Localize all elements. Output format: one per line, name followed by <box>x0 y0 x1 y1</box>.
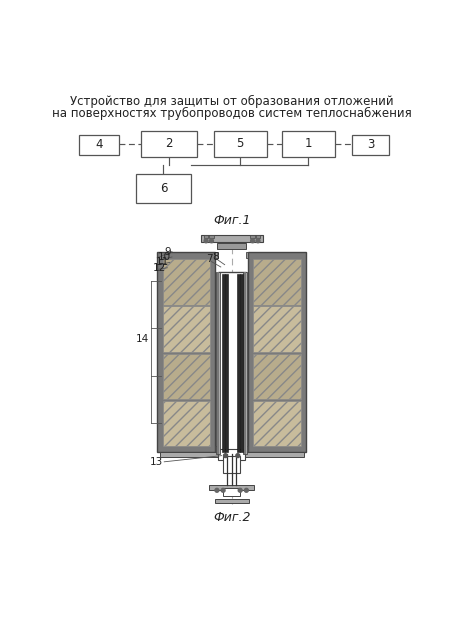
Circle shape <box>244 488 248 492</box>
Bar <box>223 488 239 495</box>
Text: Фиг.1: Фиг.1 <box>212 214 250 227</box>
Text: Устройство для защиты от образования отложений: Устройство для защиты от образования отл… <box>70 95 392 108</box>
Text: на поверхностях трубопроводов систем теплоснабжения: на поверхностях трубопроводов систем теп… <box>52 106 410 120</box>
Text: 4: 4 <box>95 138 103 151</box>
Text: 1: 1 <box>304 138 312 150</box>
Text: 5: 5 <box>236 138 244 150</box>
Text: 3: 3 <box>366 138 373 151</box>
Circle shape <box>250 239 254 243</box>
Bar <box>217 271 245 454</box>
Bar <box>79 134 119 155</box>
Bar <box>222 274 225 452</box>
Bar <box>162 259 209 305</box>
Text: Фиг.2: Фиг.2 <box>212 511 250 524</box>
Circle shape <box>209 239 213 243</box>
Circle shape <box>256 239 259 243</box>
Bar <box>239 274 242 452</box>
Bar <box>216 243 246 249</box>
Bar <box>245 447 248 452</box>
Bar <box>203 235 208 239</box>
Bar <box>253 259 300 305</box>
Bar <box>253 307 300 352</box>
Bar <box>237 274 239 452</box>
Text: 9: 9 <box>164 246 171 257</box>
Bar <box>215 252 217 258</box>
Bar <box>253 401 300 447</box>
Text: 8: 8 <box>212 252 218 262</box>
Bar <box>217 271 218 454</box>
Bar <box>218 449 244 460</box>
Circle shape <box>235 454 239 458</box>
Circle shape <box>223 454 227 458</box>
Bar <box>215 447 217 452</box>
Text: 11: 11 <box>155 257 169 268</box>
Bar <box>243 271 247 454</box>
Text: 10: 10 <box>158 252 171 262</box>
Bar <box>223 456 239 474</box>
Bar <box>135 174 191 203</box>
Bar <box>248 252 305 452</box>
Text: 6: 6 <box>159 182 167 195</box>
Text: 13: 13 <box>150 457 163 467</box>
Bar <box>209 485 253 490</box>
Bar <box>253 354 300 399</box>
Text: 2: 2 <box>165 138 172 150</box>
Text: 14: 14 <box>136 333 149 344</box>
Bar <box>209 235 213 239</box>
Bar <box>200 236 262 243</box>
Bar <box>214 499 248 504</box>
Circle shape <box>238 488 242 492</box>
Bar <box>245 252 248 258</box>
Bar <box>281 131 334 157</box>
Circle shape <box>215 488 218 492</box>
Bar <box>162 401 209 447</box>
Bar <box>159 452 303 457</box>
Bar <box>162 307 209 352</box>
Bar <box>225 274 228 452</box>
Bar <box>213 131 266 157</box>
Bar <box>216 271 220 454</box>
Bar <box>250 235 254 239</box>
Bar <box>255 235 260 239</box>
Bar <box>351 134 388 155</box>
Bar <box>244 271 245 454</box>
Text: 12: 12 <box>153 263 166 273</box>
Bar <box>141 131 196 157</box>
Bar <box>162 354 209 399</box>
Text: 7: 7 <box>205 254 212 264</box>
Bar <box>157 252 215 452</box>
Circle shape <box>221 488 225 492</box>
Circle shape <box>204 239 207 243</box>
